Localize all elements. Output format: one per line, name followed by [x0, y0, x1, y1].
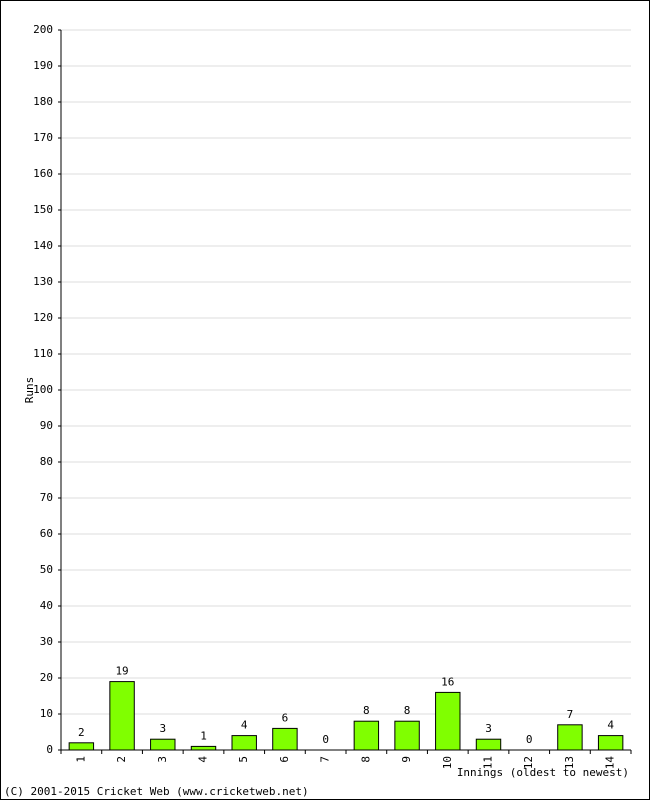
bar	[353, 720, 380, 751]
data-label: 3	[159, 722, 166, 735]
y-tick-label: 90	[40, 419, 53, 432]
x-tick-label: 6	[278, 756, 291, 763]
x-tick-label: 1	[74, 756, 87, 763]
x-tick-label: 2	[115, 756, 128, 763]
y-tick-label: 170	[33, 131, 53, 144]
x-tick-label: 10	[441, 756, 454, 769]
data-label: 1	[200, 729, 207, 742]
y-tick-label: 60	[40, 527, 53, 540]
bar	[272, 727, 298, 751]
y-tick-label: 30	[40, 635, 53, 648]
y-tick-label: 180	[33, 95, 53, 108]
y-tick-label: 140	[33, 239, 53, 252]
y-tick-label: 130	[33, 275, 53, 288]
y-tick-label: 20	[40, 671, 53, 684]
x-tick-label: 4	[197, 756, 210, 763]
y-tick-label: 160	[33, 167, 53, 180]
data-label: 4	[241, 719, 248, 732]
x-tick-label: 3	[156, 756, 169, 763]
data-label: 0	[322, 733, 329, 746]
data-label: 8	[363, 704, 370, 717]
x-tick-label: 5	[237, 756, 250, 763]
y-axis-label: Runs	[23, 377, 36, 404]
footer: (C) 2001-2015 Cricket Web (www.cricketwe…	[4, 785, 309, 798]
y-tick-label: 0	[46, 743, 53, 756]
bar	[475, 738, 502, 751]
y-tick-label: 70	[40, 491, 53, 504]
data-label: 4	[607, 719, 614, 732]
data-label: 8	[404, 704, 411, 717]
bar	[68, 742, 95, 751]
y-tick-label: 200	[33, 23, 53, 36]
data-label: 7	[567, 708, 574, 721]
x-tick-label: 13	[563, 756, 576, 769]
x-tick-label: 12	[522, 756, 535, 769]
y-tick-label: 80	[40, 455, 53, 468]
data-label: 16	[441, 675, 454, 688]
bar	[150, 738, 176, 751]
y-tick-label: 50	[40, 563, 53, 576]
data-label: 0	[526, 733, 533, 746]
x-tick-label: 7	[319, 756, 332, 763]
bar	[435, 691, 461, 751]
bar	[597, 735, 624, 751]
data-label: 2	[78, 726, 85, 739]
data-label: 6	[282, 711, 289, 724]
bar	[231, 735, 257, 751]
y-tick-label: 100	[33, 383, 53, 396]
y-tick-label: 150	[33, 203, 53, 216]
x-tick-label: 11	[482, 756, 495, 769]
y-tick-label: 10	[40, 707, 53, 720]
data-label: 19	[115, 665, 128, 678]
x-axis-label: Innings (oldest to newest)	[457, 766, 629, 779]
y-tick-label: 190	[33, 59, 53, 72]
x-tick-label: 14	[604, 756, 617, 770]
y-tick-label: 40	[40, 599, 53, 612]
bar	[109, 681, 135, 751]
data-label: 3	[485, 722, 492, 735]
x-tick-label: 8	[359, 756, 372, 763]
bar	[394, 720, 420, 751]
y-tick-label: 110	[33, 347, 53, 360]
x-tick-label: 9	[400, 756, 413, 763]
bar	[190, 745, 217, 751]
y-tick-label: 120	[33, 311, 53, 324]
bar	[557, 724, 583, 751]
